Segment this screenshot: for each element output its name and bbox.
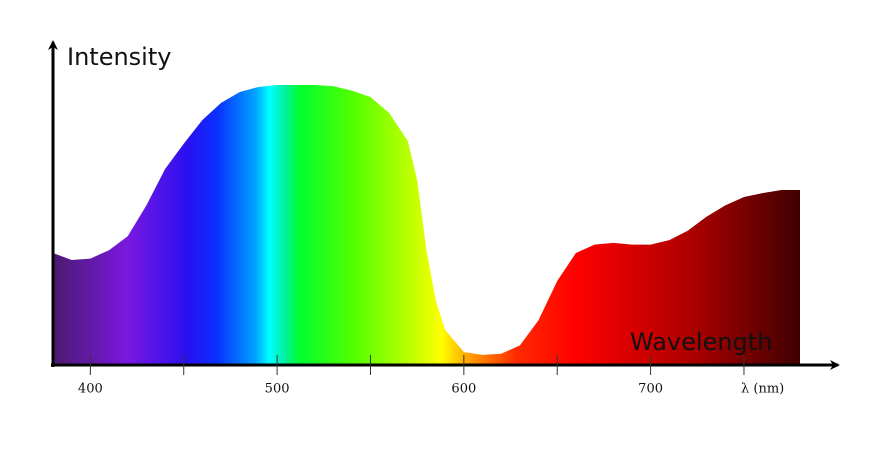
x-tick-label: 700 xyxy=(638,382,663,397)
x-tick-label: 600 xyxy=(451,382,476,397)
x-tick-label: 500 xyxy=(265,382,290,397)
x-axis-label: Wavelength xyxy=(630,328,772,356)
y-axis-label: Intensity xyxy=(67,43,171,71)
x-unit-label: λ (nm) xyxy=(741,382,784,397)
x-tick-label: 400 xyxy=(78,382,103,397)
spectrum-area xyxy=(53,85,800,365)
